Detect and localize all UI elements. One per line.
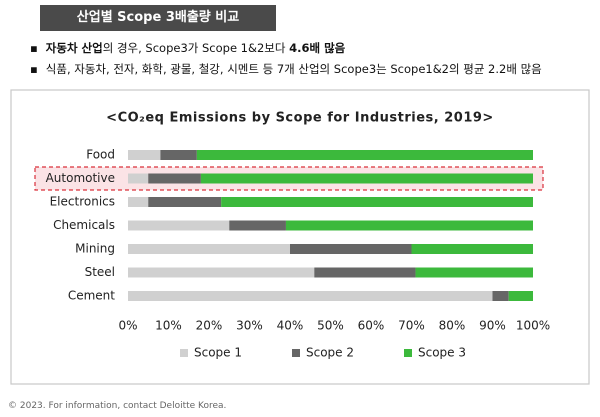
y-tick-label: Chemicals — [53, 218, 115, 232]
chart-title: <CO₂eq Emissions by Scope for Industries… — [106, 111, 494, 126]
x-tick-label: 90% — [479, 319, 506, 333]
x-tick-label: 40% — [277, 319, 304, 333]
x-tick-label: 20% — [196, 319, 223, 333]
bar-segment — [290, 244, 412, 254]
x-tick-label: 80% — [439, 319, 466, 333]
bar-segment — [128, 220, 230, 231]
bar-segment — [229, 220, 286, 231]
bullet-text: 4.6배 많음 — [289, 41, 346, 55]
bar-segment — [411, 244, 533, 254]
bullet: 자동차 산업의 경우, Scope3가 Scope 1&2보다 4.6배 많음 — [30, 38, 542, 59]
bar-segment — [221, 197, 533, 207]
bar-segment — [128, 150, 161, 160]
x-tick-label: 0% — [118, 319, 137, 333]
bar-segment — [160, 150, 197, 160]
bar-segment — [285, 220, 533, 231]
legend-swatch — [292, 349, 300, 357]
bullet-text: 식품, 자동차, 전자, 화학, 광물, 철강, 시멘트 등 7개 산업의 Sc… — [45, 62, 542, 76]
x-tick-label: 60% — [358, 319, 385, 333]
y-tick-label: Steel — [85, 265, 115, 279]
bar-segment — [314, 267, 416, 278]
legend-label: Scope 3 — [418, 346, 466, 360]
bullet-list: 자동차 산업의 경우, Scope3가 Scope 1&2보다 4.6배 많음식… — [30, 38, 542, 80]
bar-segment — [128, 267, 315, 278]
bullet-text: 자동차 산업 — [45, 41, 103, 55]
bar-segment — [200, 173, 533, 184]
bar-segment — [492, 291, 509, 301]
bar-segment — [508, 291, 533, 301]
bar-segment — [148, 173, 201, 184]
header-title: 산업별 Scope 3배출량 비교 — [40, 5, 276, 31]
bar-segment — [148, 197, 222, 207]
legend-label: Scope 1 — [194, 346, 242, 360]
bar-segment — [128, 197, 149, 207]
bar-segment — [196, 150, 533, 160]
chart: <CO₂eq Emissions by Scope for Industries… — [10, 89, 590, 385]
y-tick-label: Electronics — [50, 195, 115, 209]
x-tick-label: 30% — [236, 319, 263, 333]
x-tick-label: 100% — [516, 319, 550, 333]
x-tick-label: 70% — [398, 319, 425, 333]
y-tick-label: Mining — [75, 242, 115, 256]
legend-swatch — [404, 349, 412, 357]
footer: © 2023. For information, contact Deloitt… — [8, 401, 227, 411]
x-tick-label: 10% — [155, 319, 182, 333]
legend-label: Scope 2 — [306, 346, 354, 360]
bar-segment — [415, 267, 533, 278]
y-tick-label: Automotive — [46, 171, 115, 185]
bullet: 식품, 자동차, 전자, 화학, 광물, 철강, 시멘트 등 7개 산업의 Sc… — [30, 59, 542, 80]
bullet-text: 의 경우, Scope3가 Scope 1&2보다 — [102, 41, 290, 55]
bar-segment — [128, 291, 493, 301]
legend-swatch — [180, 349, 188, 357]
bar-segment — [128, 244, 290, 254]
y-tick-label: Food — [86, 148, 115, 162]
bar-segment — [128, 173, 149, 184]
y-tick-label: Cement — [68, 289, 115, 303]
x-tick-label: 50% — [317, 319, 344, 333]
chart-panel — [10, 89, 590, 385]
